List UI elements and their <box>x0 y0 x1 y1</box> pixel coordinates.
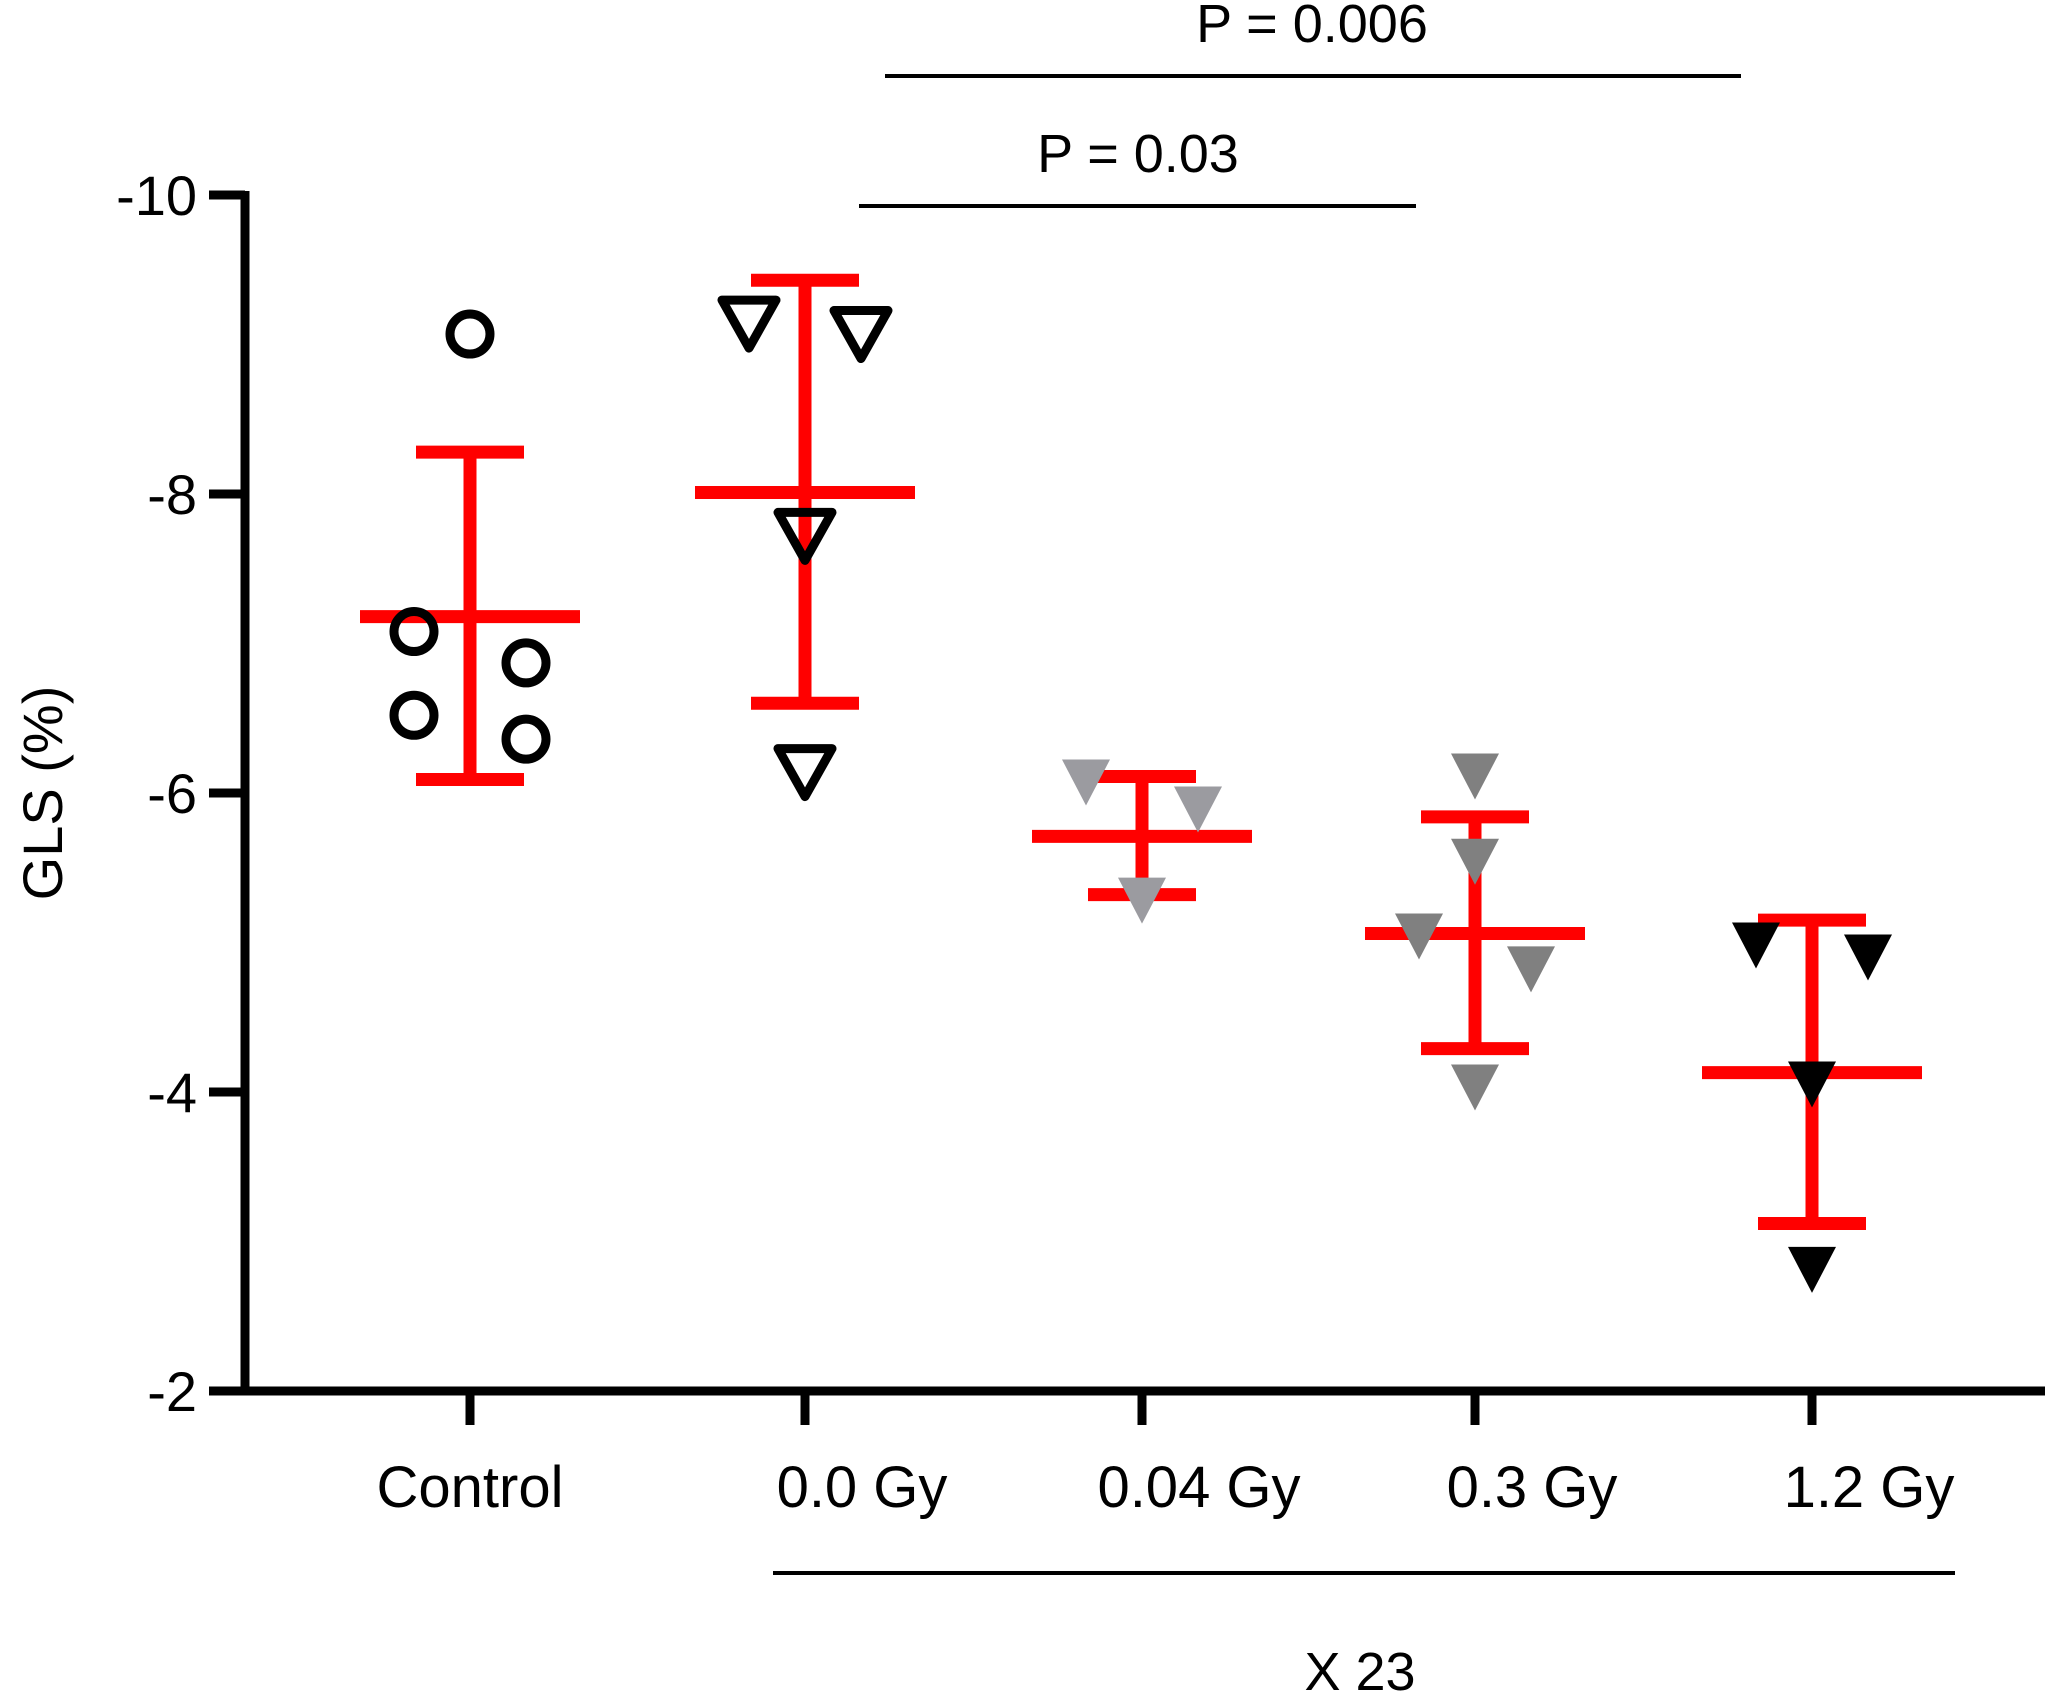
group-bracket-label: X 23 <box>1304 1642 1415 1696</box>
data-point-triangle <box>1451 1064 1499 1111</box>
data-point-triangle <box>1395 913 1443 960</box>
group-control <box>360 309 580 787</box>
group-1.2-gy <box>1702 913 1922 1293</box>
data-point-triangle <box>829 306 893 364</box>
data-point-triangle <box>1732 922 1780 969</box>
group-0.3-gy <box>1365 753 1585 1111</box>
data-point-circle <box>501 638 551 688</box>
data-point-circle <box>389 607 439 657</box>
data-point-triangle <box>1844 934 1892 981</box>
data-point-triangle <box>1174 786 1222 833</box>
p-value-label: P = 0.006 <box>1196 0 1428 54</box>
data-point-triangle <box>1451 838 1499 885</box>
data-point-circle <box>445 309 495 359</box>
x-tick-label: 0.3 Gy <box>1447 1455 1618 1520</box>
y-tick-label: -2 <box>147 1360 197 1423</box>
x-tick-label: 0.0 Gy <box>777 1455 948 1520</box>
data-point-triangle <box>1507 946 1555 993</box>
significance-annotations: P = 0.006 P = 0.03 <box>859 0 1741 208</box>
data-point-triangle <box>1062 759 1110 806</box>
x-axis: Control 0.0 Gy 0.04 Gy 0.3 Gy 1.2 Gy <box>209 1386 2045 1520</box>
group-0.0-gy <box>695 273 915 802</box>
y-axis-title: GLS (%) <box>11 686 74 901</box>
y-tick-label: -8 <box>147 463 197 526</box>
data-point-circle <box>389 690 439 740</box>
y-tick-label: -6 <box>147 762 197 825</box>
x-tick-label: 0.04 Gy <box>1097 1455 1300 1520</box>
data-point-triangle <box>1118 877 1166 924</box>
data-point-triangle <box>773 744 837 802</box>
data-groups <box>360 273 1922 1293</box>
data-point-circle <box>501 714 551 764</box>
y-axis: -10 -8 -6 -4 -2 <box>116 164 250 1423</box>
x-tick-label: 1.2 Gy <box>1784 1455 1955 1520</box>
data-point-triangle <box>773 507 837 565</box>
data-point-triangle <box>1451 753 1499 800</box>
p-value-label: P = 0.03 <box>1037 124 1239 184</box>
data-point-triangle <box>1788 1061 1836 1108</box>
y-tick-label: -10 <box>116 164 197 227</box>
x-tick-label: Control <box>377 1455 564 1520</box>
group-0.04-gy <box>1032 759 1252 924</box>
x-group-bracket: X 23 <box>773 1571 1955 1696</box>
data-point-triangle <box>717 295 781 353</box>
y-tick-label: -4 <box>147 1061 197 1124</box>
data-point-triangle <box>1788 1246 1836 1293</box>
